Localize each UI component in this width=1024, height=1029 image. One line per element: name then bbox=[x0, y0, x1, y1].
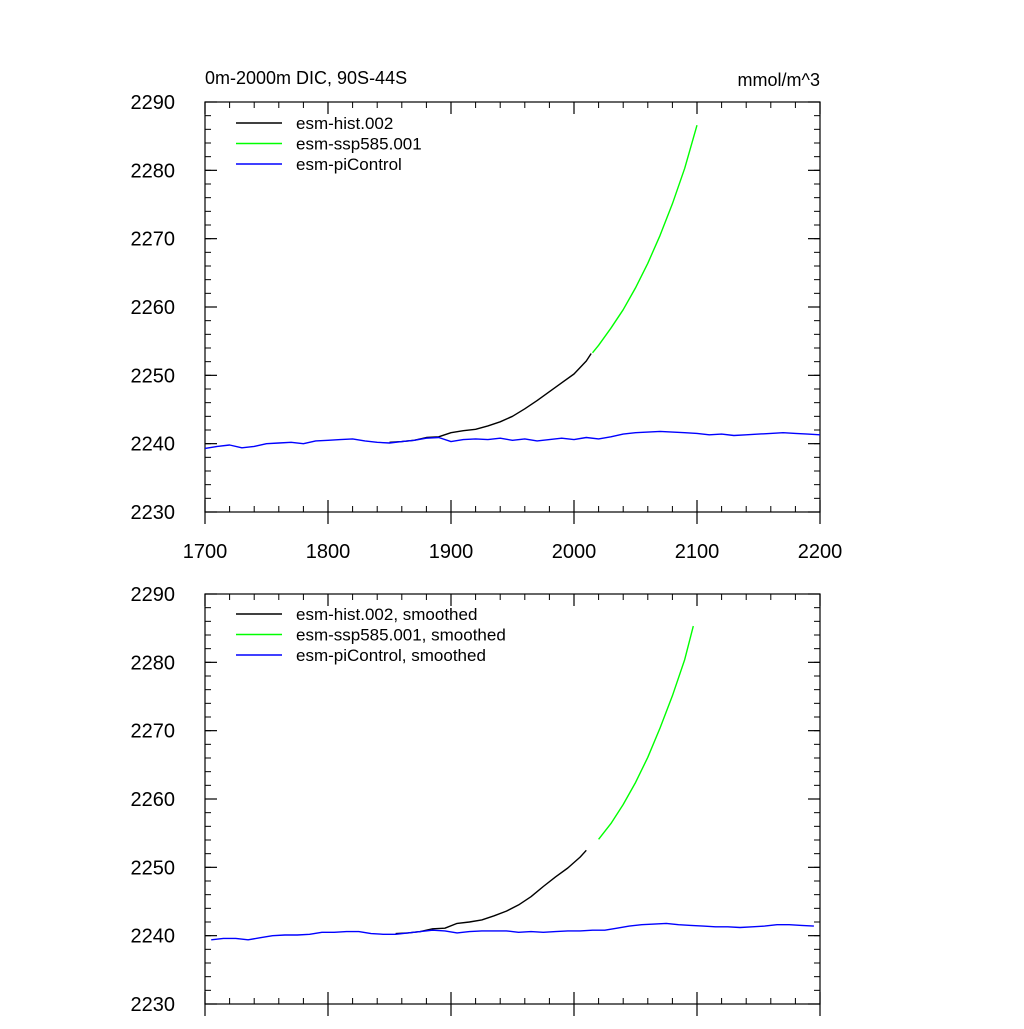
series-line bbox=[211, 922, 814, 941]
y-tick-label: 2290 bbox=[131, 92, 176, 114]
legend: esm-hist.002, smoothed esm-ssp585.001, sm… bbox=[236, 605, 506, 665]
series-line bbox=[591, 125, 698, 354]
y-tick-label: 2250 bbox=[131, 365, 176, 387]
series-line bbox=[395, 849, 587, 935]
legend-label: esm-piControl, smoothed bbox=[296, 646, 486, 665]
panel-bottom: 2230 2240 2250 2260 2270 2280 2290 esm-hist.00… bbox=[131, 584, 821, 1016]
y-tick-label: 2230 bbox=[131, 502, 176, 524]
series-line bbox=[389, 353, 592, 443]
legend-label: esm-hist.002, smoothed bbox=[296, 605, 477, 624]
panel-top: 0m-2000m DIC, 90S-44S mmol/m^3 223022402… bbox=[131, 68, 843, 563]
x-tick-label: 2200 bbox=[798, 541, 843, 563]
plot-area bbox=[211, 625, 814, 941]
series-line bbox=[204, 430, 821, 450]
y-tick-label: 2270 bbox=[131, 721, 176, 743]
plot-area bbox=[204, 125, 821, 450]
x-tick-label: 2100 bbox=[675, 541, 720, 563]
legend-label: esm-hist.002 bbox=[296, 114, 393, 133]
y-tick-label: 2250 bbox=[131, 857, 176, 879]
y-tick-label: 2280 bbox=[131, 160, 176, 182]
y-tick-label: 2280 bbox=[131, 652, 176, 674]
axes: 2230 2240 2250 2260 2270 2280 2290 bbox=[131, 584, 821, 1016]
legend-label: esm-piControl bbox=[296, 155, 402, 174]
y-tick-label: 2240 bbox=[131, 926, 176, 948]
y-tick-label: 2290 bbox=[131, 584, 176, 606]
y-tick-label: 2240 bbox=[131, 434, 176, 456]
series-line bbox=[598, 625, 694, 840]
x-tick-label: 1800 bbox=[306, 541, 351, 563]
legend-label: esm-ssp585.001, smoothed bbox=[296, 626, 506, 645]
y-tick-label: 2230 bbox=[131, 994, 176, 1016]
y-tick-label: 2260 bbox=[131, 297, 176, 319]
y-tick-label: 2260 bbox=[131, 789, 176, 811]
x-tick-label: 1700 bbox=[183, 541, 228, 563]
y-tick-label: 2270 bbox=[131, 229, 176, 251]
x-tick-label: 1900 bbox=[429, 541, 474, 563]
legend-label: esm-ssp585.001 bbox=[296, 135, 422, 154]
axes: 2230 2240 2250 2260 2270 2280 2290 1700 1800 1900… bbox=[131, 92, 843, 563]
panel-title: 0m-2000m DIC, 90S-44S bbox=[205, 68, 407, 88]
units-label: mmol/m^3 bbox=[738, 70, 820, 90]
x-tick-label: 2000 bbox=[552, 541, 597, 563]
